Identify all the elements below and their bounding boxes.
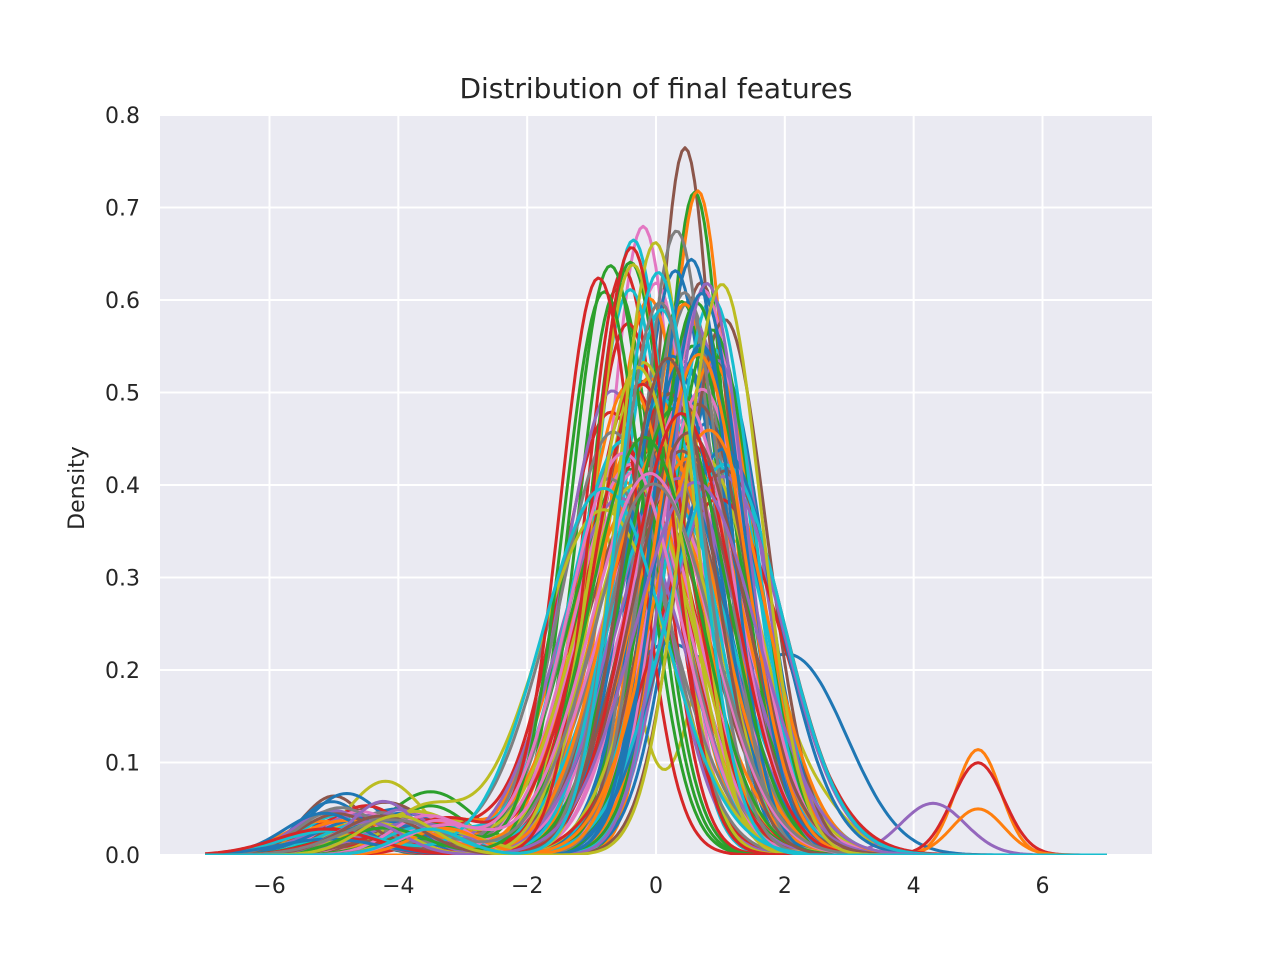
y-tick-label: 0.5 [105,382,140,407]
y-tick-label: 0.1 [105,752,140,777]
chart-title: Distribution of final features [459,72,852,105]
density-line [205,246,1107,855]
density-line [205,283,1107,855]
density-line [205,521,1107,855]
y-axis-ticks: 0.0 0.1 0.2 0.3 0.4 0.5 0.6 0.7 0.8 [105,104,140,869]
series-lines [205,146,1107,855]
y-tick-label: 0.8 [105,104,140,129]
density-line [205,451,1107,855]
density-line [205,282,1107,855]
y-tick-label: 0.0 [105,844,140,869]
y-tick-label: 0.2 [105,659,140,684]
x-tick-label: −4 [382,874,414,899]
density-line [205,271,1107,855]
x-axis-ticks: −6 −4 −2 0 2 4 6 [253,874,1049,899]
x-tick-label: 4 [907,874,921,899]
x-tick-label: −6 [253,874,285,899]
density-line [205,482,1107,855]
density-line [205,431,1107,855]
x-tick-label: 6 [1035,874,1049,899]
y-tick-label: 0.6 [105,289,140,314]
density-line [205,356,1107,855]
x-tick-label: 0 [649,874,663,899]
density-line [205,365,1107,855]
x-tick-label: 2 [778,874,792,899]
y-tick-label: 0.4 [105,474,140,499]
density-line [205,291,1107,855]
x-tick-label: −2 [511,874,543,899]
y-tick-label: 0.3 [105,567,140,592]
y-tick-label: 0.7 [105,197,140,222]
y-axis-label: Density [65,446,90,530]
